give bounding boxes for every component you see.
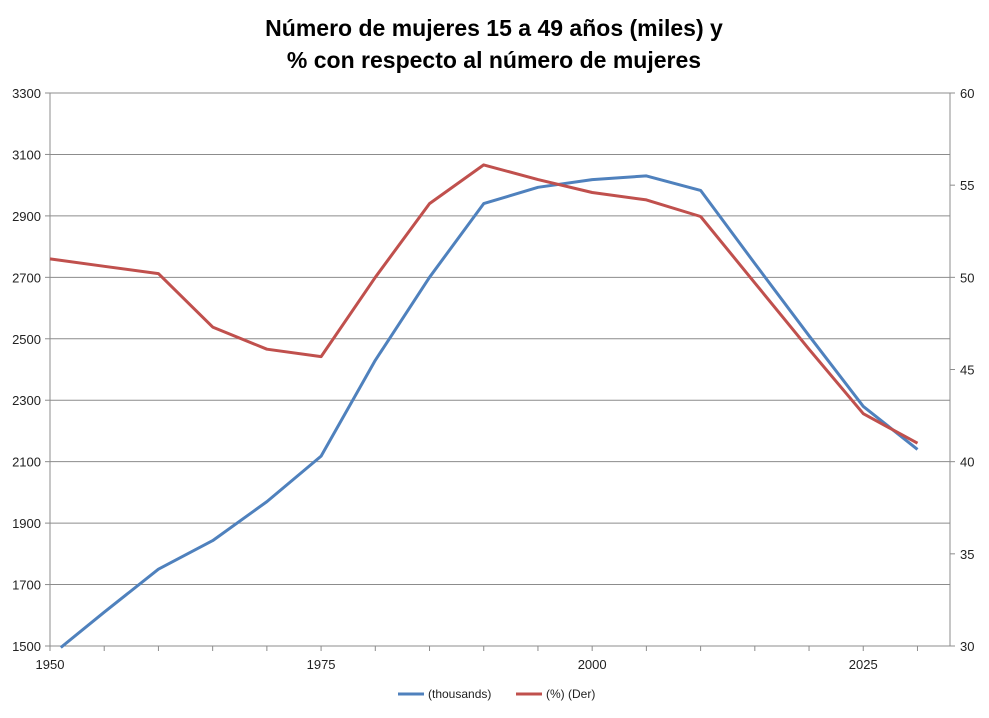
series-line-thousands <box>59 174 919 649</box>
left-tick-label: 2500 <box>12 332 41 347</box>
left-tick-label: 3100 <box>12 147 41 162</box>
left-axis-ticks: 1500 1700 1900 2100 2300 2500 2700 2900 3100 3300 <box>12 86 50 654</box>
right-tick-label: 60 <box>960 86 974 101</box>
legend-label: (thousands) <box>428 687 491 701</box>
right-axis-ticks: 30 35 40 45 50 55 60 <box>950 86 974 654</box>
legend: (thousands) (%) (Der) <box>398 687 595 701</box>
left-tick-label: 2300 <box>12 393 41 408</box>
x-tick-label: 2025 <box>849 657 878 672</box>
chart-title-line-2: % con respecto al número de mujeres <box>287 47 701 73</box>
legend-label: (%) (Der) <box>546 687 595 701</box>
right-tick-label: 35 <box>960 547 974 562</box>
x-tick-label: 2000 <box>578 657 607 672</box>
right-tick-label: 55 <box>960 178 974 193</box>
series-line-percent <box>49 163 919 445</box>
left-tick-label: 2100 <box>12 455 41 470</box>
series-lines <box>49 163 919 649</box>
gridlines <box>49 92 951 647</box>
right-tick-label: 40 <box>960 455 974 470</box>
right-tick-label: 50 <box>960 270 974 285</box>
right-tick-label: 45 <box>960 363 974 378</box>
x-tick-label: 1975 <box>307 657 336 672</box>
left-tick-label: 1900 <box>12 516 41 531</box>
left-tick-label: 1500 <box>12 639 41 654</box>
left-tick-label: 3300 <box>12 86 41 101</box>
left-tick-label: 1700 <box>12 578 41 593</box>
x-axis-ticks: 1950 1975 2000 2025 <box>36 646 918 672</box>
chart-title-line-1: Número de mujeres 15 a 49 años (miles) y <box>265 15 723 41</box>
left-tick-label: 2900 <box>12 209 41 224</box>
right-tick-label: 30 <box>960 639 974 654</box>
left-tick-label: 2700 <box>12 270 41 285</box>
x-tick-label: 1950 <box>36 657 65 672</box>
